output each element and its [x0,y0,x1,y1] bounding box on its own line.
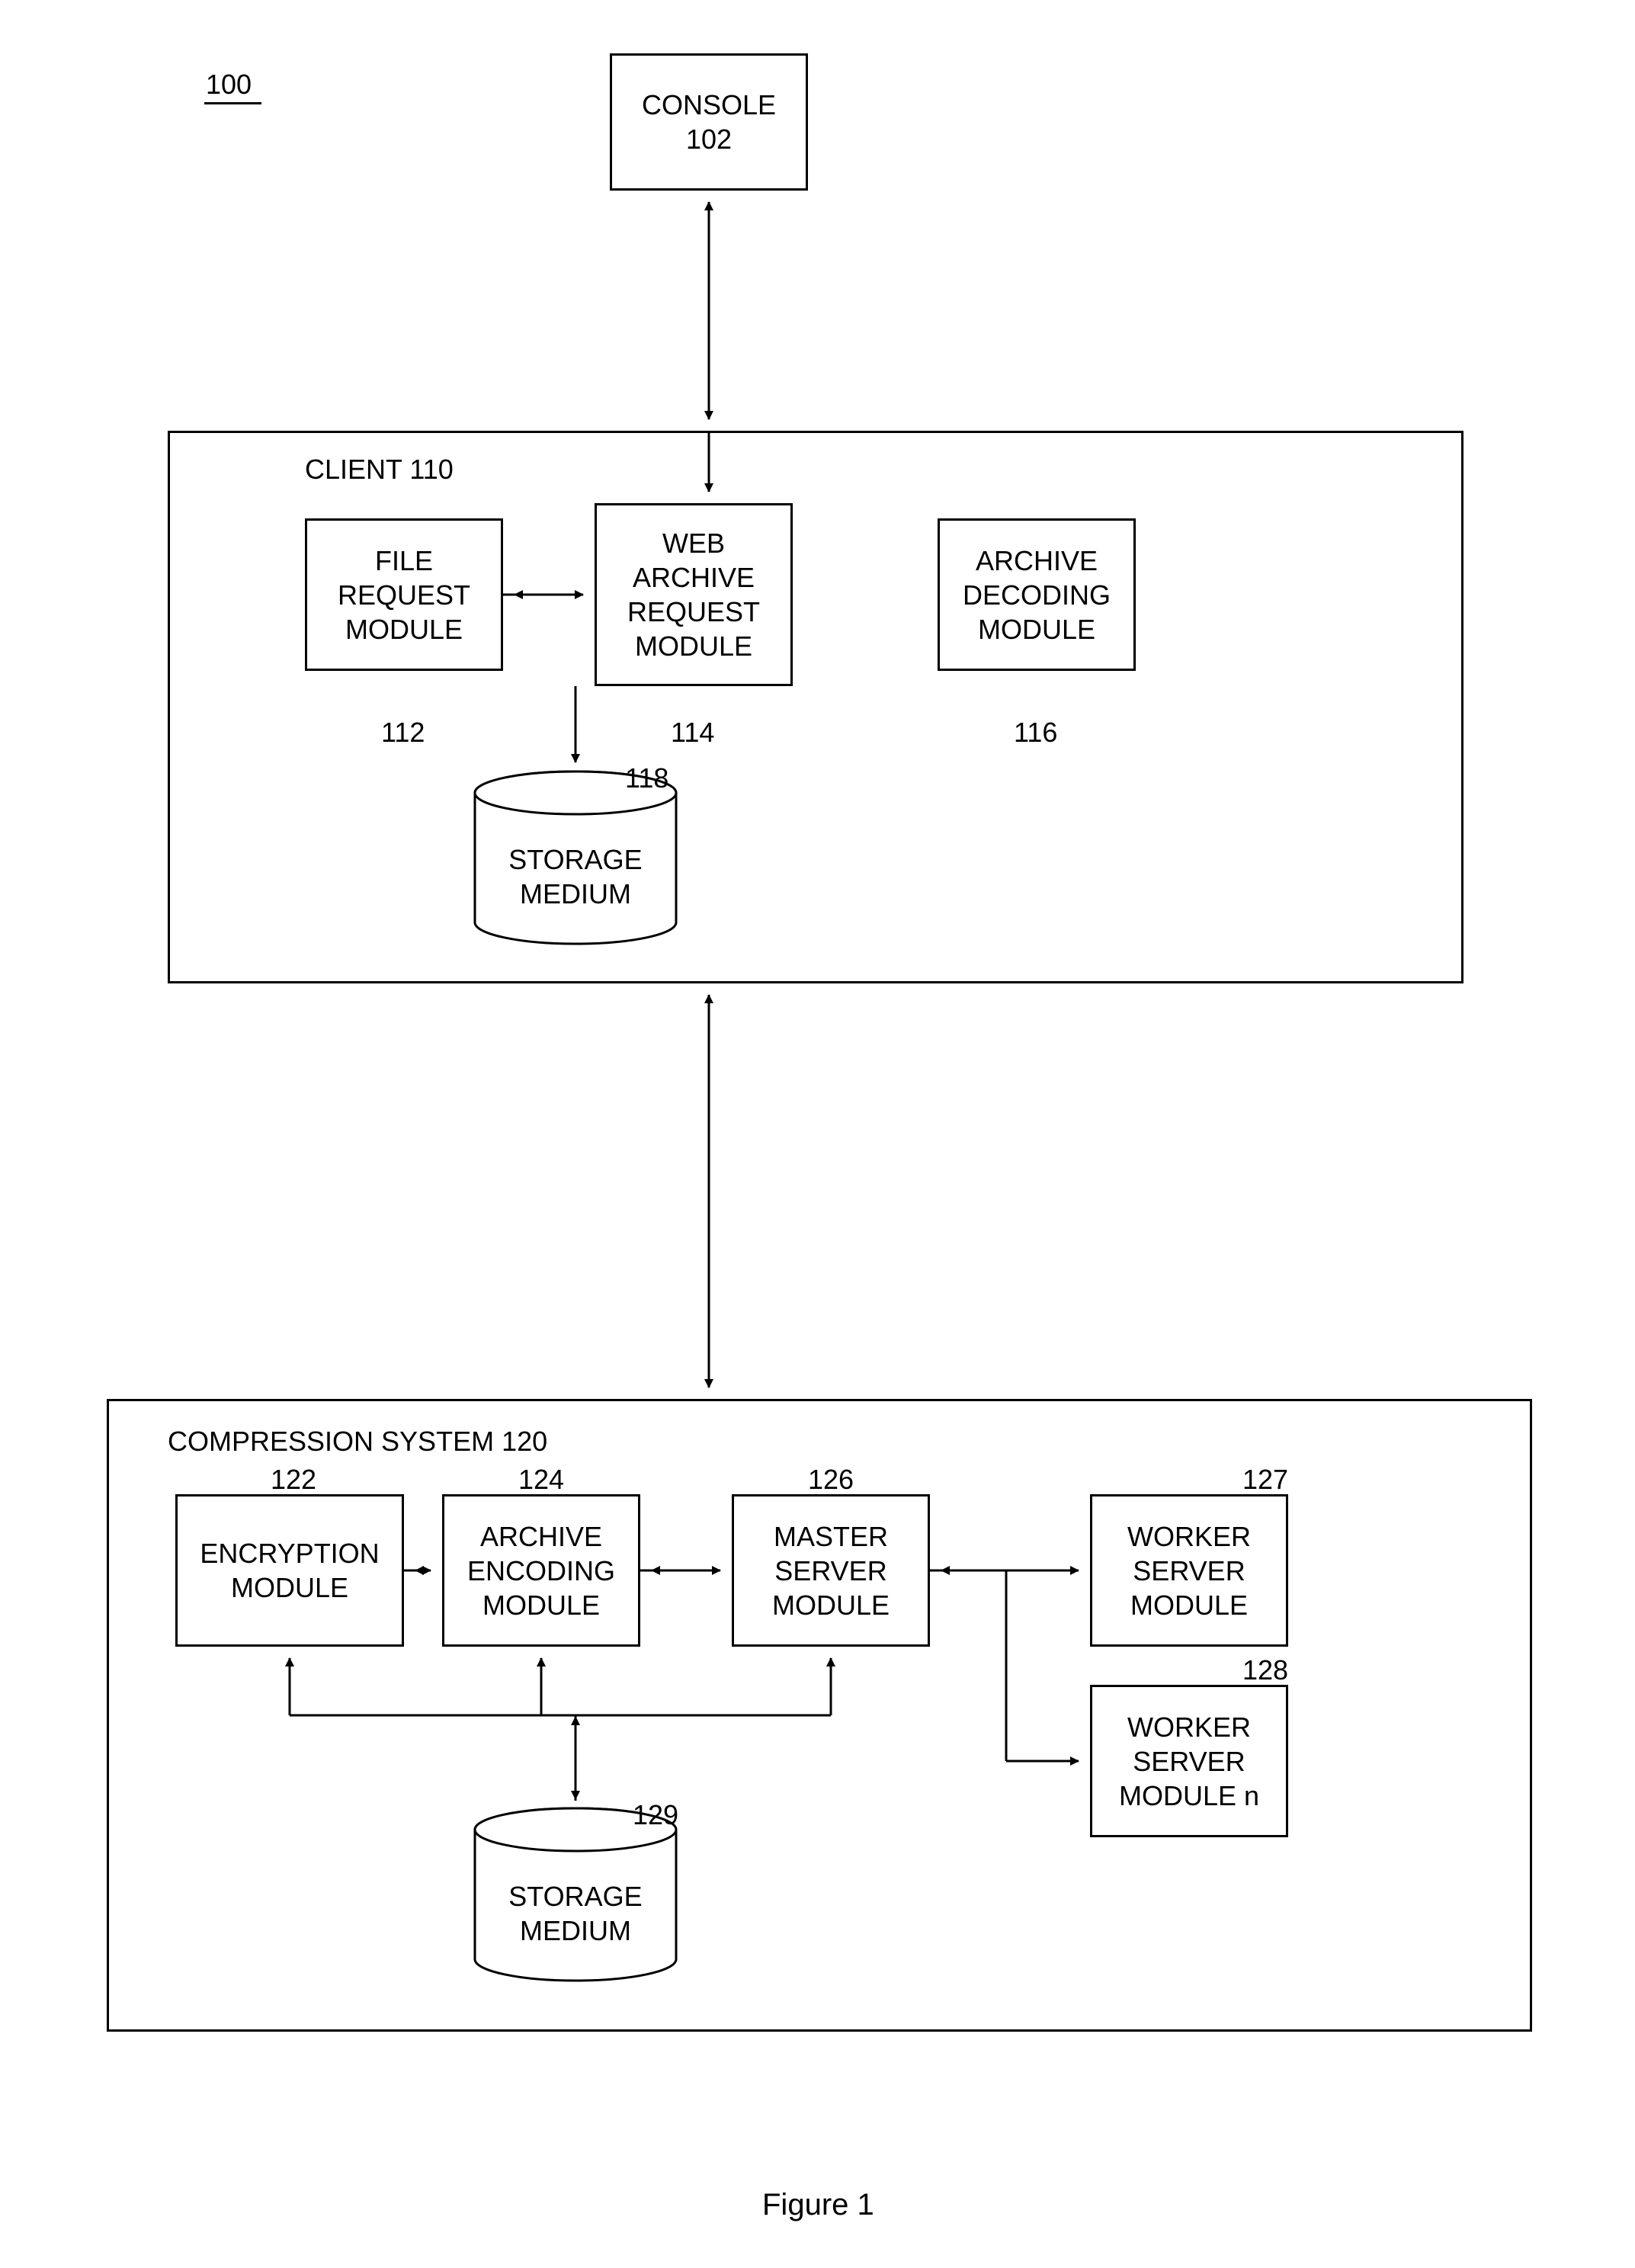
file-request-module-title: FILE REQUEST MODULE [338,544,470,646]
encryption-module-box: ENCRYPTION MODULE [175,1494,404,1647]
archive-decoding-ref: 116 [1014,717,1057,749]
console-title: CONSOLE [642,88,776,122]
encryption-ref: 122 [271,1464,316,1496]
master-server-module-box: MASTER SERVER MODULE [732,1494,930,1647]
archive-encoding-module-title: ARCHIVE ENCODING MODULE [467,1519,615,1622]
worker-server-module-n-box: WORKER SERVER MODULE n [1090,1685,1288,1837]
web-archive-ref: 114 [671,717,714,749]
web-archive-request-module-title: WEB ARCHIVE REQUEST MODULE [627,526,760,663]
compression-storage-cylinder: STORAGE MEDIUM [473,1807,678,1982]
client-storage-ref: 118 [625,762,668,794]
system-ref-100-underline [204,102,261,104]
client-storage-title: STORAGE MEDIUM [473,842,678,911]
console-box: CONSOLE 102 [610,53,808,191]
worker-server-module-title: WORKER SERVER MODULE [1127,1519,1251,1622]
client-storage-cylinder: STORAGE MEDIUM [473,770,678,945]
archive-encoding-module-box: ARCHIVE ENCODING MODULE [442,1494,640,1647]
file-request-ref: 112 [381,717,425,749]
archive-decoding-module-box: ARCHIVE DECODING MODULE [938,518,1136,671]
worker-server-n-ref: 128 [1242,1654,1288,1686]
client-container [168,431,1463,983]
worker-server-ref: 127 [1242,1464,1288,1496]
client-title: CLIENT 110 [305,454,454,486]
worker-server-module-box: WORKER SERVER MODULE [1090,1494,1288,1647]
file-request-module-box: FILE REQUEST MODULE [305,518,503,671]
archive-encoding-ref: 124 [518,1464,564,1496]
master-server-module-title: MASTER SERVER MODULE [772,1519,890,1622]
system-ref-100: 100 [206,69,252,101]
worker-server-module-n-title: WORKER SERVER MODULE n [1119,1710,1259,1813]
compression-storage-title: STORAGE MEDIUM [473,1879,678,1948]
figure-caption: Figure 1 [762,2188,874,2222]
compression-storage-ref: 129 [633,1799,678,1831]
web-archive-request-module-box: WEB ARCHIVE REQUEST MODULE [595,503,793,686]
compression-title: COMPRESSION SYSTEM 120 [168,1426,547,1458]
console-ref: 102 [642,122,776,156]
encryption-module-title: ENCRYPTION MODULE [200,1536,379,1605]
archive-decoding-module-title: ARCHIVE DECODING MODULE [963,544,1111,646]
master-server-ref: 126 [808,1464,854,1496]
